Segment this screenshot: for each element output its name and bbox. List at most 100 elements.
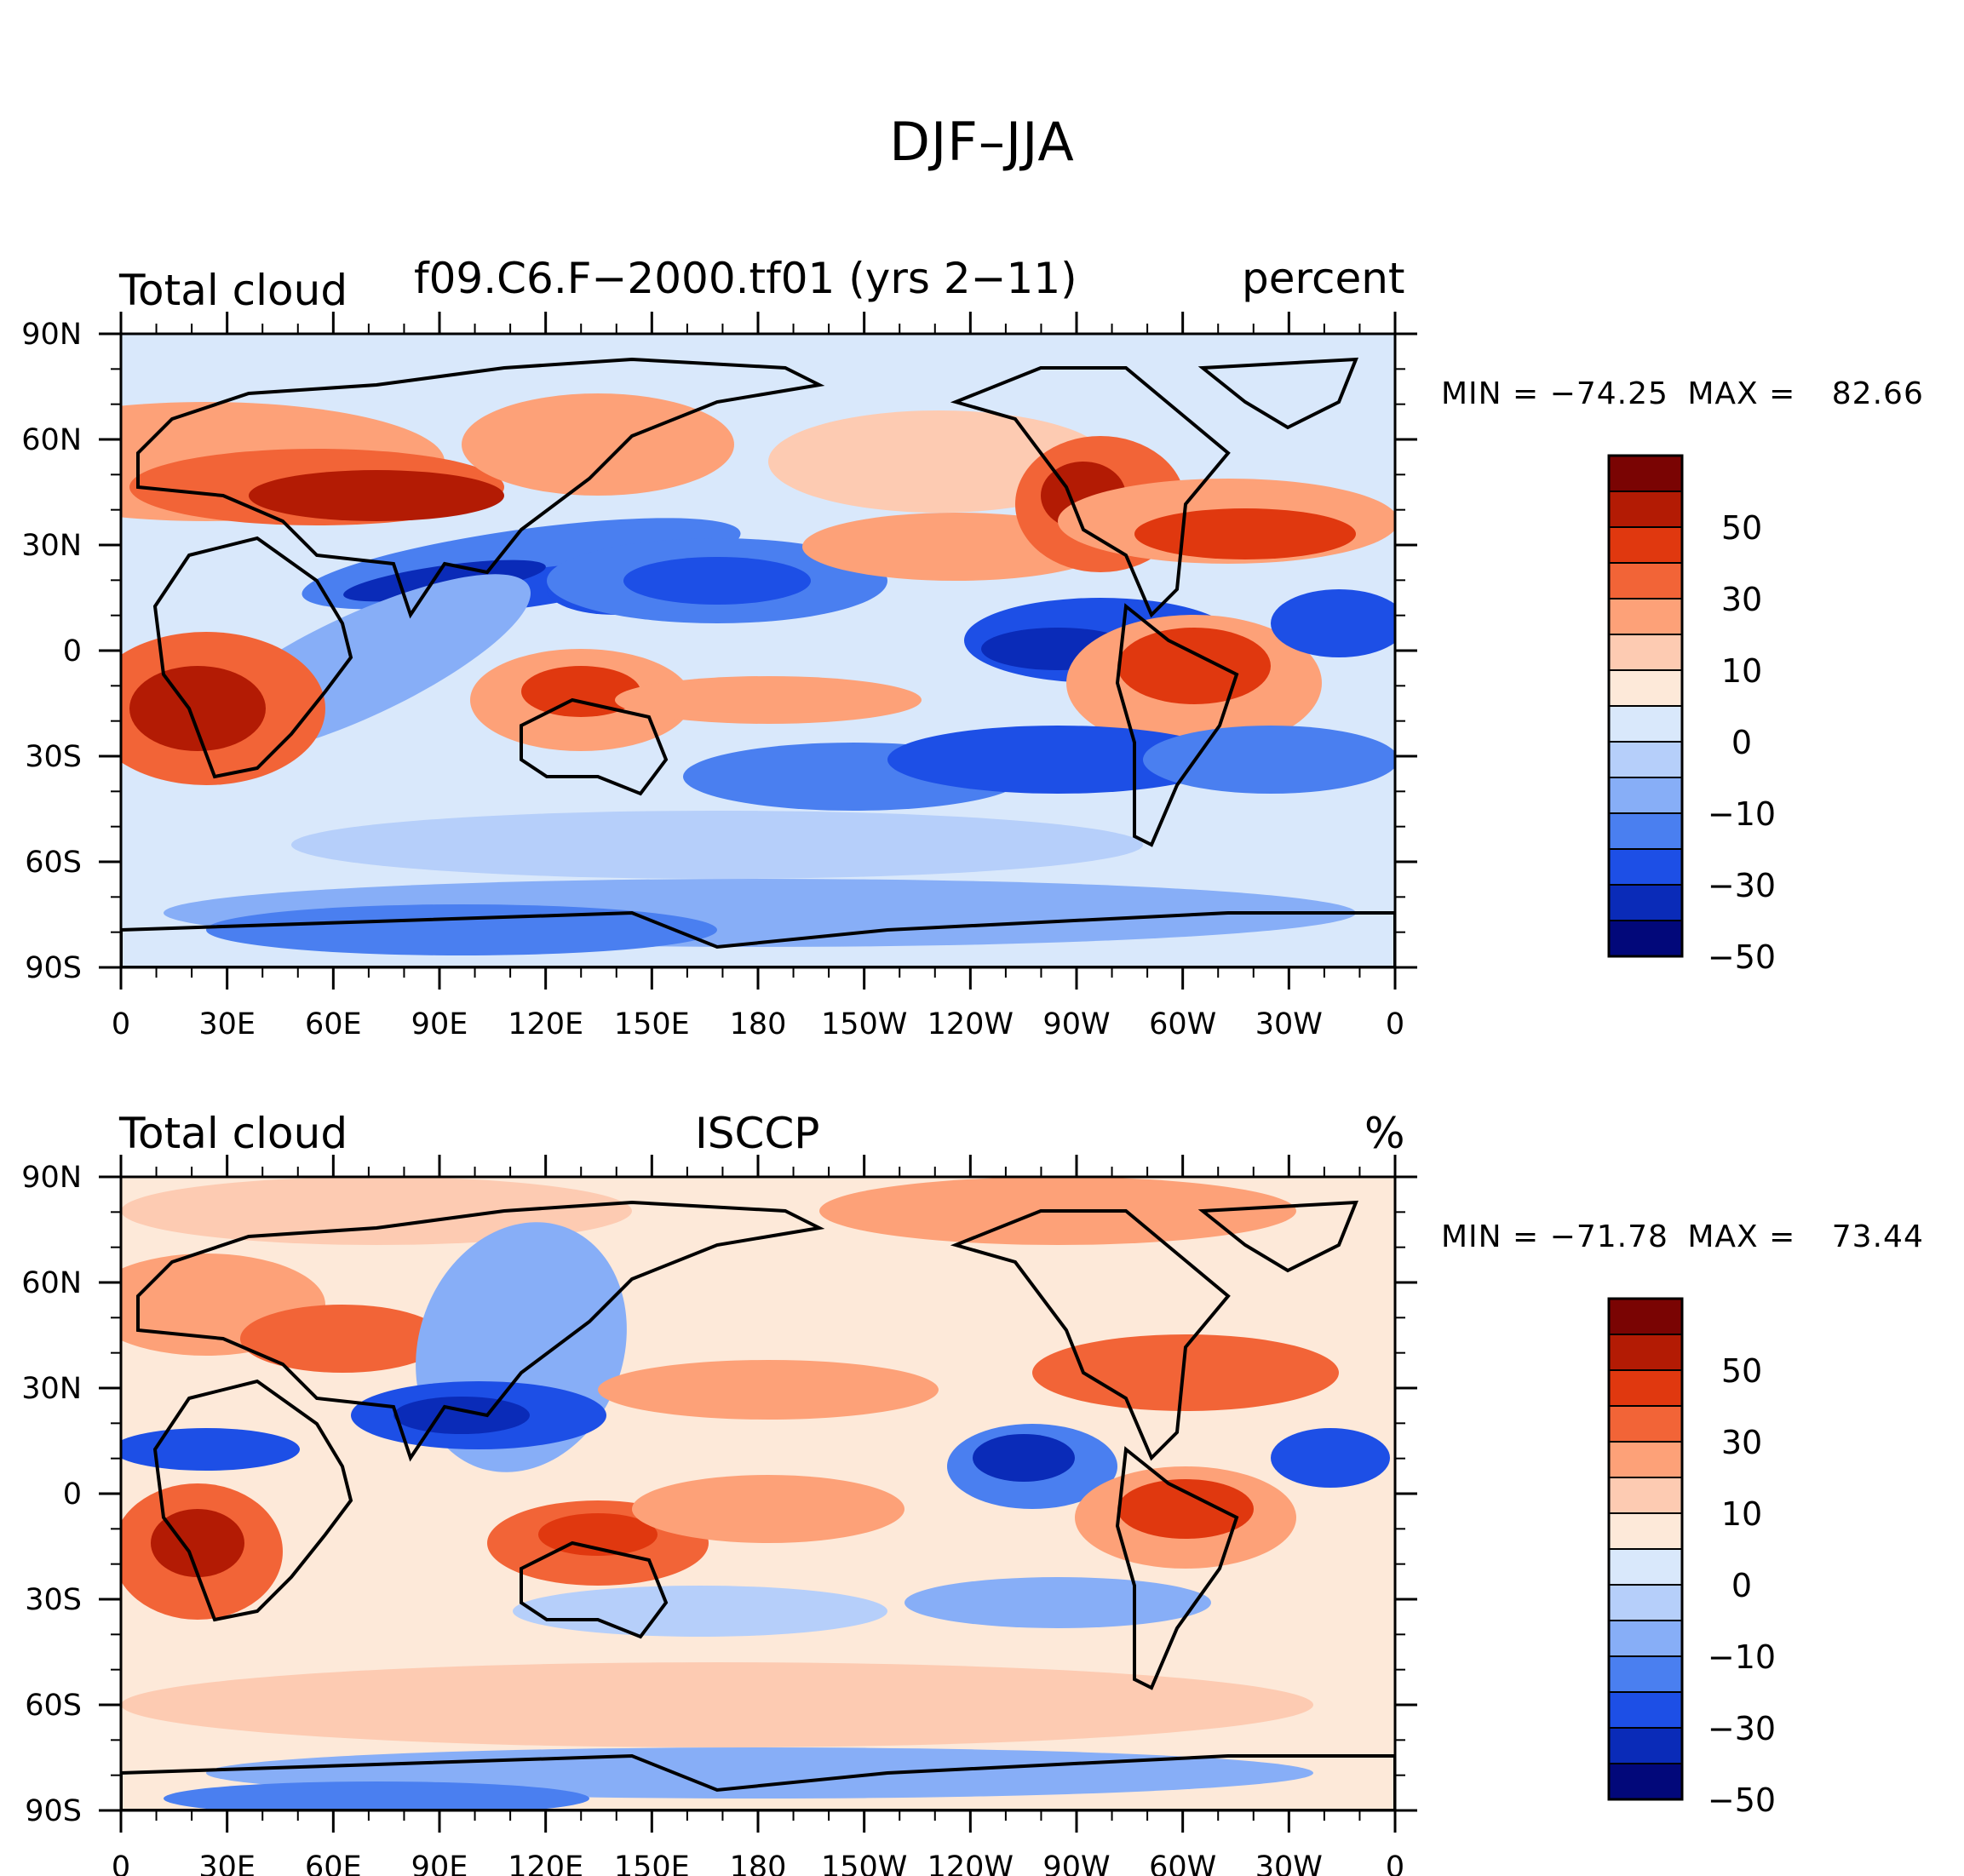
- colorbar-label: 30: [1721, 581, 1762, 618]
- coastline: [1197, 357, 1359, 430]
- contour-region: [973, 1434, 1075, 1482]
- lon-label: 150E: [614, 1850, 690, 1876]
- coastline: [1115, 1446, 1239, 1690]
- panel-center-title: ISCCP: [695, 1109, 820, 1158]
- lon-label: 0: [112, 1850, 130, 1876]
- contour-region: [521, 666, 640, 717]
- colorbar-label: 50: [1721, 509, 1762, 547]
- colorbar-label: −50: [1708, 938, 1776, 976]
- colorbar-swatch: [1608, 1584, 1683, 1621]
- lon-label: 30W: [1255, 1850, 1323, 1876]
- colorbar-label: −10: [1708, 795, 1776, 833]
- lat-label: 0: [63, 634, 82, 668]
- contour-region: [164, 1781, 589, 1810]
- contour-region: [615, 676, 922, 724]
- min-label: MIN =: [1441, 1219, 1540, 1254]
- contour-region: [121, 1428, 300, 1471]
- colorbar-frame: [1607, 1297, 1684, 1801]
- colorbar-label: 10: [1721, 652, 1762, 690]
- lon-label: 180: [730, 1850, 787, 1876]
- lon-label: 60E: [305, 1850, 362, 1876]
- lon-label: 0: [1386, 1850, 1404, 1876]
- colorbar-frame: [1607, 454, 1684, 958]
- lon-label: 120E: [508, 1850, 583, 1876]
- contour-region: [151, 1509, 244, 1577]
- colorbar-swatch: [1608, 1441, 1683, 1478]
- lat-label: 60S: [25, 1689, 82, 1723]
- contour-region: [1271, 1428, 1390, 1488]
- colorbar-swatch: [1608, 884, 1683, 921]
- lon-label: 90E: [411, 1007, 468, 1041]
- lon-label: 150E: [614, 1007, 690, 1041]
- lon-label: 30E: [198, 1850, 256, 1876]
- max-label: MAX =: [1687, 1219, 1796, 1254]
- coastline: [136, 357, 825, 619]
- map-panel-model: Total cloud f09.C6.F−2000.tf01 (yrs 2−11…: [0, 0, 1964, 1041]
- lat-label: 60S: [25, 846, 82, 880]
- map-area: 90N 60N 30N 0 30S 60S 90S 0 30E 60E 90E 120E 150E 180…: [21, 1155, 1417, 1876]
- colorbar-label: 30: [1721, 1424, 1762, 1461]
- lat-label: 30N: [21, 529, 82, 563]
- colorbar-swatch: [1608, 1477, 1683, 1514]
- lon-label: 120W: [927, 1850, 1014, 1876]
- colorbar-swatch: [1608, 1727, 1683, 1764]
- contour-region: [393, 1397, 530, 1434]
- colorbar-swatch: [1608, 1691, 1683, 1729]
- map-area: 90N 60N 30N 0 30S 60S 90S 0 30E 60E 90E 120E 150E 180…: [21, 312, 1417, 1041]
- colorbar-swatch: [1608, 1298, 1683, 1335]
- colorbar-swatch: [1608, 634, 1683, 671]
- panel-right-title: percent: [1242, 254, 1405, 303]
- lat-label: 0: [63, 1477, 82, 1512]
- lon-label: 120W: [927, 1007, 1014, 1041]
- colorbar-label: 10: [1721, 1495, 1762, 1533]
- coastline: [1115, 603, 1239, 847]
- lat-label: 90N: [21, 318, 82, 352]
- coastline: [520, 1540, 669, 1639]
- coastline: [152, 1379, 353, 1622]
- cloud-field: [121, 334, 1395, 967]
- lon-label: 90W: [1042, 1850, 1110, 1876]
- cloud-field: [121, 1177, 1395, 1810]
- lon-label: 90E: [411, 1850, 468, 1876]
- lon-label: 90W: [1042, 1007, 1110, 1041]
- colorbar-label: 50: [1721, 1352, 1762, 1390]
- colorbar-swatch: [1608, 1512, 1683, 1550]
- lon-label: 60W: [1149, 1850, 1216, 1876]
- coastline: [1197, 1200, 1359, 1273]
- coastline: [121, 910, 1395, 967]
- lat-label: 30S: [25, 740, 82, 774]
- colorbar-label: −30: [1708, 1710, 1776, 1747]
- colorbar-swatch: [1608, 1369, 1683, 1407]
- map-svg: 90N 60N 30N 0 30S 60S 90S 0 30E 60E 90E 120E 150E 180…: [21, 312, 1776, 1041]
- coastline: [152, 536, 353, 779]
- max-label: MAX =: [1687, 376, 1796, 411]
- contour-region: [462, 393, 734, 496]
- contour-region: [623, 557, 811, 605]
- max-value: 73.44: [1831, 1219, 1924, 1254]
- min-max-readout: MIN = −71.78 MAX = 73.44: [1441, 1219, 1924, 1254]
- panel-left-title: Total cloud: [119, 266, 348, 315]
- lon-label: 180: [730, 1007, 787, 1041]
- lon-label: 0: [1386, 1007, 1404, 1041]
- panel-right-title: %: [1364, 1109, 1405, 1158]
- contour-region: [291, 811, 1143, 879]
- lat-label: 60N: [21, 1266, 82, 1300]
- colorbar-label: 0: [1731, 1567, 1752, 1604]
- coastline: [520, 697, 669, 796]
- lat-label: 30N: [21, 1372, 82, 1406]
- lon-label: 150W: [821, 1850, 907, 1876]
- contour-region: [249, 470, 504, 521]
- lat-label: 30S: [25, 1583, 82, 1617]
- panel-left-title: Total cloud: [119, 1109, 348, 1158]
- contour-region: [1032, 1334, 1339, 1411]
- min-value: −71.78: [1549, 1219, 1668, 1254]
- contour-region: [206, 904, 717, 955]
- colorbar-swatch: [1608, 1763, 1683, 1800]
- lon-label: 30W: [1255, 1007, 1323, 1041]
- contour-region: [513, 1586, 887, 1637]
- contour-region: [121, 1177, 632, 1245]
- lon-label: 120E: [508, 1007, 583, 1041]
- contour-region: [632, 1475, 904, 1543]
- lon-label: 60W: [1149, 1007, 1216, 1041]
